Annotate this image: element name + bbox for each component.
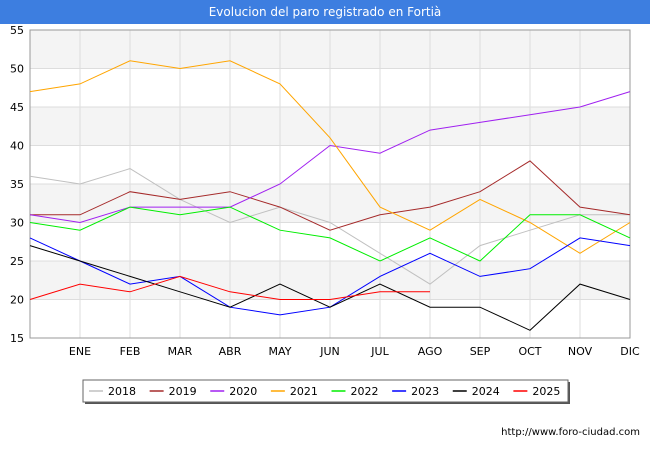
series-line-2022: [29, 206, 631, 262]
x-tick-label: SEP: [470, 345, 491, 358]
x-tick-label: FEB: [120, 345, 141, 358]
y-tick-label: 15: [10, 332, 24, 345]
series-line-2024: [29, 245, 631, 331]
legend-label-2021: 2021: [290, 385, 318, 398]
series-line-2019: [30, 160, 631, 231]
x-tick-label: ABR: [219, 345, 242, 358]
legend-label-2022: 2022: [351, 385, 379, 398]
y-tick-label: 25: [10, 255, 24, 268]
x-axis: ENE FEB MAR ABR MAY JUN JUL AGO SEP OCT NOV DIC: [69, 345, 640, 358]
x-tick-label: NOV: [568, 345, 593, 358]
x-tick-label: JUN: [319, 345, 340, 358]
series-line-2018: [29, 168, 630, 285]
x-tick-label: AGO: [418, 345, 443, 358]
series-lines: [29, 60, 631, 331]
legend-label-2025: 2025: [532, 385, 560, 398]
x-tick-label: OCT: [518, 345, 541, 358]
legend-label-2020: 2020: [229, 385, 257, 398]
source-url: http://www.foro-ciudad.com: [501, 427, 640, 438]
x-tick-label: ENE: [69, 345, 91, 358]
y-tick-label: 30: [10, 217, 24, 230]
y-tick-label: 50: [10, 63, 24, 76]
y-tick-label: 40: [10, 140, 24, 153]
legend-label-2018: 2018: [108, 385, 136, 398]
y-tick-label: 45: [10, 101, 24, 114]
legend-label-2024: 2024: [472, 385, 500, 398]
y-tick-label: 55: [10, 24, 24, 37]
legend-label-2023: 2023: [411, 385, 439, 398]
legend-box: [82, 379, 569, 403]
legend-label-2019: 2019: [169, 385, 197, 398]
legend: 2018 2019 2020 2021 2022 2023 2024 2025: [82, 379, 570, 404]
series-line-2025: [29, 275, 430, 300]
x-tick-label: JUL: [370, 345, 389, 358]
plot-border: [29, 29, 631, 339]
x-tick-label: DIC: [620, 345, 640, 358]
x-tick-label: MAY: [269, 345, 292, 358]
x-tick-label: MAR: [168, 345, 193, 358]
chart-title: Evolucion del paro registrado en Fortià: [0, 0, 650, 24]
series-line-2021: [29, 60, 631, 254]
y-axis: 15 20 25 30 35 40 45 50 55: [10, 24, 24, 345]
y-tick-label: 35: [10, 178, 24, 191]
y-tick-label: 20: [10, 294, 24, 307]
